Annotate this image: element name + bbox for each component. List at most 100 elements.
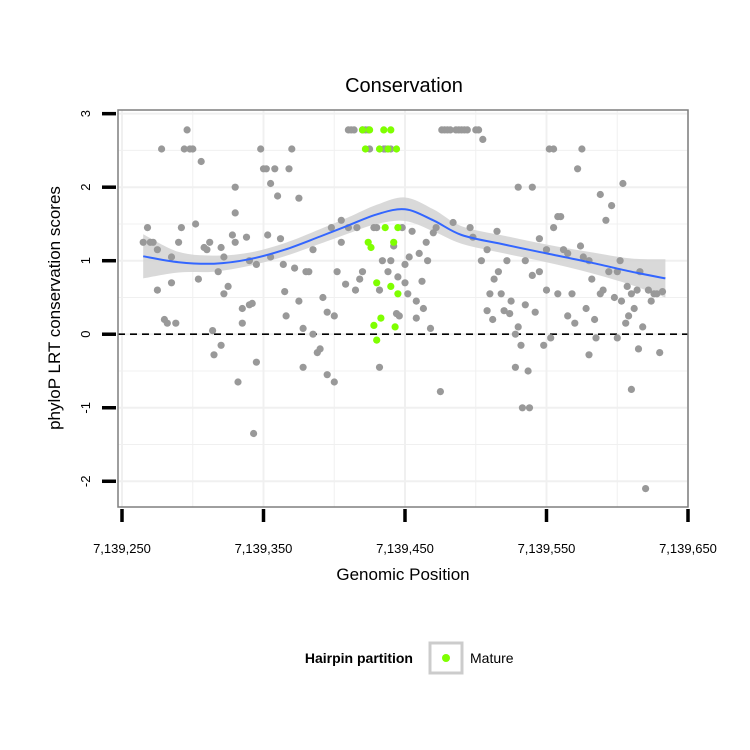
point-other [373,224,381,232]
point-other [217,243,225,252]
point-other [192,220,200,228]
point-other [449,218,457,227]
point-other [506,310,514,318]
point-other [231,183,239,191]
y-tick-label: 1 [78,257,93,264]
point-other [514,323,522,331]
point-other [518,404,527,412]
point-other [353,224,361,232]
point-other [285,165,293,173]
y-axis-title: phyloP LRT conservation scores [45,186,64,430]
point-other [550,224,558,232]
point-other [375,363,384,371]
point-other [571,319,579,327]
point-other [415,249,423,257]
point-other [250,429,258,438]
point-other [639,323,647,331]
point-other [197,157,205,166]
point-other [333,268,341,276]
point-other [547,334,555,342]
point-other [564,312,572,320]
point-other [323,308,331,316]
x-axis: 7,139,250 7,139,350 7,139,450 7,139,550 7,13… [93,509,717,556]
point-other [163,319,171,327]
point-other [404,290,412,298]
point-other [274,192,282,200]
point-mature [381,224,389,232]
point-other [252,358,260,366]
point-other [279,260,287,268]
point-other [356,275,364,283]
point-mature [370,321,378,329]
point-other [350,126,358,134]
point-other [217,341,225,349]
point-other [194,275,202,283]
point-other [634,345,643,353]
point-other [511,363,519,371]
x-tick-label: 7,139,650 [659,541,717,556]
point-other [319,293,327,302]
point-other [401,260,409,268]
x-tick-label: 7,139,350 [235,541,293,556]
point-other [535,268,544,276]
point-other [309,330,317,338]
point-other [384,268,392,276]
point-other [330,312,338,320]
point-other [231,209,239,217]
point-mature [361,145,369,153]
point-other [295,194,303,202]
point-other [596,190,604,199]
point-other [466,224,474,232]
point-mature [394,290,402,298]
point-other [486,290,494,298]
point-other [436,388,444,396]
point-other [483,307,491,315]
point-other [610,293,619,302]
point-other [378,257,386,265]
point-other [167,253,176,261]
point-other [419,304,427,313]
point-other [535,235,544,243]
point-other [644,286,653,294]
point-other [578,145,586,153]
point-other [139,238,147,246]
point-other [153,286,161,294]
point-other [210,351,218,359]
point-other [180,145,188,153]
point-other [574,165,582,173]
point-other [299,324,307,332]
point-other [588,275,596,283]
point-other [299,363,307,371]
point-other [497,290,505,298]
point-mature [358,126,367,134]
point-other [291,264,299,272]
point-other [149,238,157,246]
point-other [214,268,222,276]
point-other [446,126,454,134]
point-mature [375,145,384,153]
y-tick-label: 3 [78,110,93,117]
legend-title: Hairpin partition [305,650,413,666]
point-other [591,315,599,324]
point-other [295,297,303,305]
point-other [557,213,565,221]
point-other [622,319,630,327]
point-other [630,304,638,313]
x-axis-title: Genomic Position [336,565,469,584]
point-other [463,126,471,134]
point-mature [387,126,395,134]
point-other [158,145,166,153]
point-other [282,312,290,320]
point-other [613,334,621,342]
point-other [483,246,491,254]
point-mature [380,126,388,134]
point-other [521,257,529,265]
point-mature [390,238,398,246]
point-other [500,307,508,315]
point-other [490,275,498,283]
point-other [220,253,228,261]
point-mature [373,279,381,287]
point-other [608,202,616,210]
point-other [342,280,350,288]
